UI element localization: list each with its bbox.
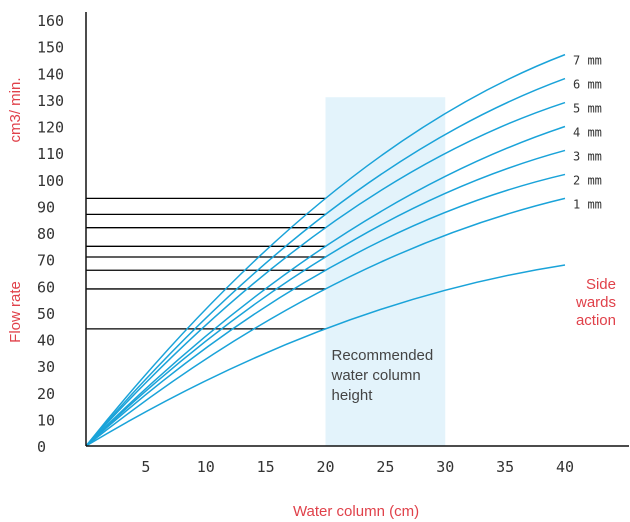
y-tick-label: 70 [37, 252, 55, 270]
series-line [85, 101, 566, 447]
series-label: Side wards action [575, 276, 616, 329]
y-tick-label: 60 [37, 278, 55, 296]
reference-lines [86, 197, 326, 330]
x-tick-label: 40 [556, 458, 574, 476]
x-tick-label: 25 [376, 458, 394, 476]
series-label: 7 mm [573, 54, 602, 68]
x-tick-label: 5 [141, 458, 150, 476]
y-tick-label: 140 [37, 65, 64, 83]
x-tick-label: 35 [496, 458, 514, 476]
series-line [85, 77, 566, 447]
y-tick-label: 110 [37, 145, 64, 163]
series-label: 5 mm [573, 102, 602, 116]
series-line [85, 264, 566, 447]
series-label: 2 mm [573, 173, 602, 187]
x-tick-label: 15 [257, 458, 275, 476]
recommended-band-label: Recommended water column height [331, 347, 434, 404]
series-line [85, 149, 566, 447]
y-axis-label: Flow rate [7, 281, 24, 343]
y-tick-label: 50 [37, 305, 55, 323]
y-tick-label: 100 [37, 172, 64, 190]
y-tick-labels: 0 10 20 30 40 50 60 70 80 90 100 110 120 130 140 150 160 [37, 12, 64, 456]
series-line [85, 173, 566, 447]
x-tick-label: 10 [197, 458, 215, 476]
y-axis-unit: cm3/ min. [7, 77, 24, 142]
y-tick-label: 30 [37, 358, 55, 376]
recommended-band [325, 97, 446, 447]
series-line [85, 53, 566, 447]
y-tick-label: 10 [37, 411, 55, 429]
series-label: 6 mm [573, 78, 602, 92]
series-labels: 7 mm 6 mm 5 mm 4 mm 3 mm 2 mm 1 mm Side wards act… [573, 54, 616, 329]
series-line [85, 197, 566, 447]
y-tick-label: 20 [37, 385, 55, 403]
y-tick-label: 0 [37, 438, 46, 456]
series-line [85, 125, 566, 447]
y-tick-label: 80 [37, 225, 55, 243]
y-tick-label: 160 [37, 12, 64, 30]
x-tick-label: 30 [436, 458, 454, 476]
y-tick-label: 40 [37, 332, 55, 350]
series-label: 1 mm [573, 197, 602, 211]
y-tick-label: 90 [37, 198, 55, 216]
y-tick-label: 150 [37, 39, 64, 57]
x-tick-label: 20 [316, 458, 334, 476]
y-tick-label: 130 [37, 92, 64, 110]
y-tick-label: 120 [37, 119, 64, 137]
x-tick-labels: 5 10 15 20 25 30 35 40 [141, 458, 574, 476]
x-axis-label: Water column (cm) [293, 503, 419, 520]
series-curves [85, 53, 566, 447]
series-label: 3 mm [573, 149, 602, 163]
series-label: 4 mm [573, 126, 602, 140]
